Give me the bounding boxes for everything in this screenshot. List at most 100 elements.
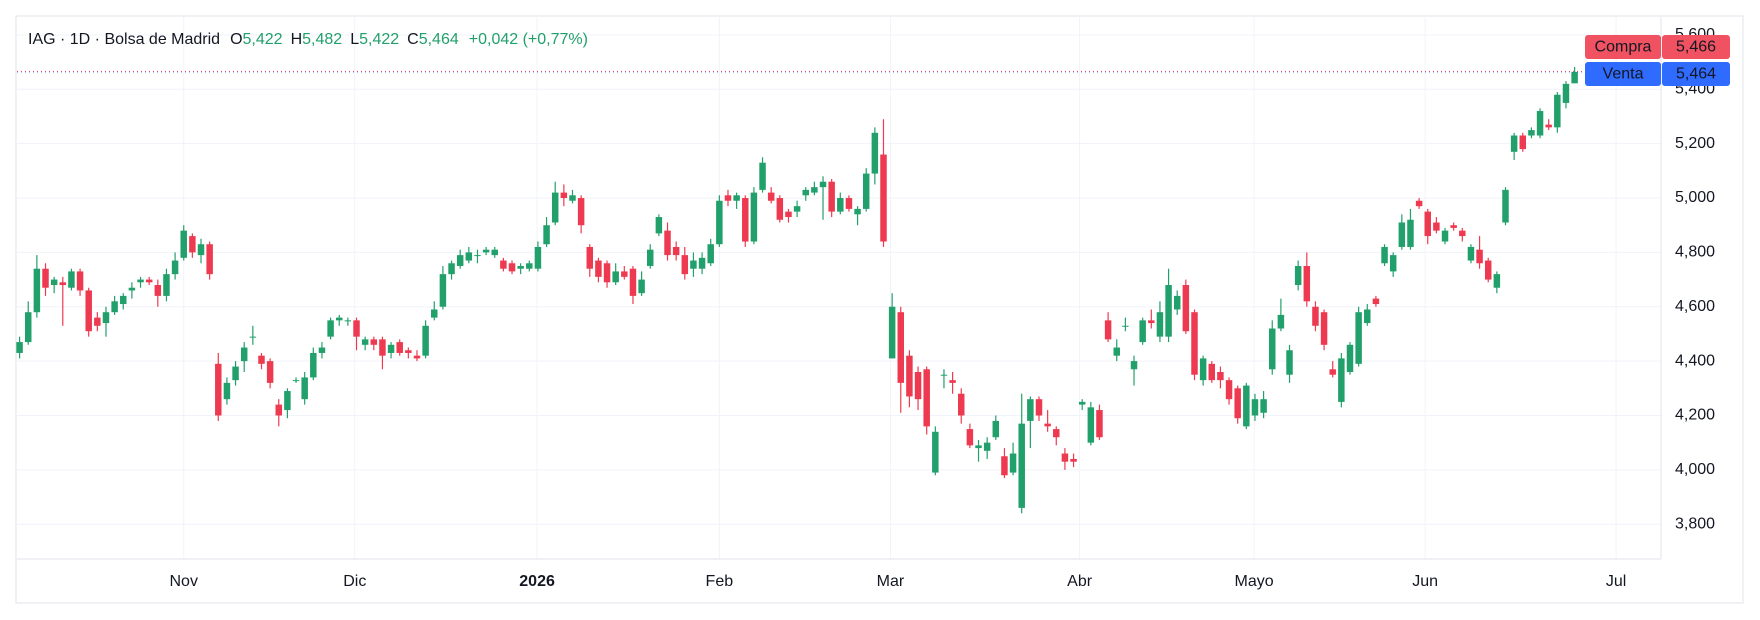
candle-body	[1484, 260, 1492, 280]
candle-body	[318, 347, 326, 353]
candle-body	[59, 282, 67, 286]
candle-body	[698, 257, 706, 269]
candle-body	[240, 347, 248, 362]
candle-body	[569, 195, 576, 201]
candle-body	[232, 366, 239, 381]
ohlc-letter: C	[407, 31, 419, 48]
candle-body	[491, 249, 498, 256]
candle-body	[180, 230, 187, 258]
candle-body	[1053, 429, 1060, 438]
candle-body	[1528, 130, 1535, 136]
candle-body	[1338, 358, 1345, 402]
candle-body	[145, 279, 153, 283]
candle-body	[1303, 265, 1311, 302]
x-tick-label: 2026	[519, 573, 555, 590]
y-tick-label: 4,000	[1675, 461, 1715, 478]
candle-body	[16, 342, 23, 353]
candle-body	[690, 260, 697, 269]
candle-body	[120, 295, 127, 305]
price-badge-value: 5,464	[1676, 66, 1716, 83]
candle-body	[1519, 135, 1527, 150]
candle-body	[500, 260, 507, 269]
candle-body	[1217, 371, 1224, 381]
candle-body	[1312, 306, 1319, 326]
candle-body	[1018, 423, 1025, 508]
candle-body	[1139, 320, 1146, 343]
x-tick-label: Dic	[343, 573, 366, 590]
candle-body	[1510, 135, 1518, 152]
candle-body	[603, 263, 611, 283]
change-value: +0,042 (+0,77%)	[469, 31, 588, 48]
candle-body	[361, 339, 369, 345]
candle-body	[767, 192, 775, 201]
candle-body	[111, 301, 118, 313]
candle-body	[526, 263, 533, 269]
candle-body	[344, 320, 352, 322]
candle-body	[1009, 453, 1017, 473]
candle-body	[958, 393, 965, 416]
candle-body	[94, 317, 101, 326]
candle-body	[785, 211, 792, 218]
candle-body	[914, 371, 922, 400]
candle-body	[370, 339, 378, 345]
candle-body	[1502, 189, 1509, 223]
candle-body	[1001, 456, 1008, 476]
candle-body	[379, 339, 386, 356]
candle-body	[837, 198, 844, 212]
candle-body	[215, 363, 222, 416]
ohlc-letter: L	[350, 31, 359, 48]
candle-body	[1225, 380, 1233, 400]
candle-body	[1148, 320, 1155, 324]
candle-body	[508, 263, 516, 272]
chart-legend: IAG · 1D · Bolsa de Madrid O5,422 H5,482 L5…	[28, 31, 588, 48]
candle-body	[811, 187, 818, 193]
candle-body	[85, 290, 92, 332]
candle-body	[733, 195, 740, 201]
candle-body	[646, 249, 654, 266]
candle-body	[586, 246, 594, 269]
candle-body	[612, 271, 619, 283]
ohlc-letter: H	[291, 31, 303, 48]
candle-body	[1355, 312, 1362, 364]
candle-body	[854, 208, 861, 215]
candle-body	[1122, 325, 1129, 327]
candle-body	[1467, 246, 1475, 261]
candle-body	[465, 252, 473, 261]
candle-body	[966, 429, 974, 446]
candle-body	[68, 271, 75, 288]
candle-body	[128, 287, 136, 291]
ohlc-value: 5,422	[243, 31, 283, 48]
ohlc-letter: O	[230, 31, 242, 48]
candle-body	[828, 181, 835, 212]
price-badge-name: Compra	[1595, 39, 1652, 56]
candle-body	[1459, 230, 1466, 237]
candle-body	[923, 369, 930, 427]
candle-body	[1571, 71, 1578, 84]
y-tick-label: 5,000	[1675, 189, 1715, 206]
candle-body	[1407, 219, 1414, 247]
symbol-title: IAG · 1D · Bolsa de Madrid	[28, 31, 220, 48]
candle-body	[871, 132, 879, 174]
candle-body	[897, 312, 905, 383]
candle-body	[474, 255, 481, 257]
candle-body	[845, 198, 853, 209]
candle-body	[171, 260, 179, 275]
candle-body	[24, 312, 32, 343]
y-tick-label: 5,200	[1675, 135, 1715, 152]
candle-body	[802, 189, 809, 196]
candle-body	[266, 361, 274, 383]
x-tick-label: Nov	[170, 573, 198, 590]
candle-body	[621, 271, 628, 277]
candle-body	[1251, 399, 1259, 416]
candle-body	[1269, 328, 1276, 370]
candle-body	[793, 206, 801, 212]
candle-body	[655, 217, 663, 234]
y-tick-label: 3,800	[1675, 515, 1715, 532]
candle-body	[1415, 200, 1423, 207]
y-tick-label: 4,400	[1675, 352, 1715, 369]
candle-body	[716, 200, 723, 245]
candle-body	[638, 279, 645, 294]
candle-body	[880, 154, 887, 242]
candle-body	[1389, 255, 1397, 272]
candle-body	[431, 309, 438, 318]
